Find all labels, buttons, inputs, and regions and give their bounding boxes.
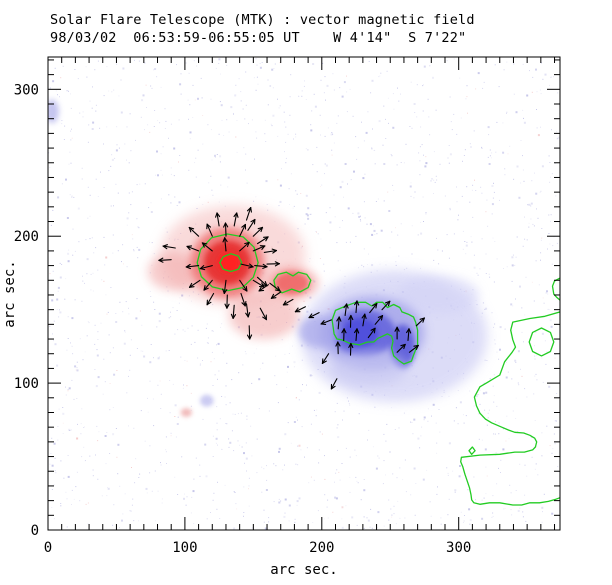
- y-tick-label: 200: [14, 229, 39, 245]
- y-tick-label: 100: [14, 376, 39, 392]
- x-tick-label: 300: [446, 540, 471, 556]
- x-tick-label: 0: [44, 540, 52, 556]
- y-tick-label: 300: [14, 82, 39, 98]
- x-tick-label: 100: [172, 540, 197, 556]
- y-axis-label: arc sec.: [2, 260, 18, 327]
- contour-lines: [196, 233, 560, 506]
- y-tick-label: 0: [31, 523, 39, 539]
- x-tick-label: 200: [309, 540, 334, 556]
- x-axis-label: arc sec.: [270, 562, 337, 578]
- polarity-blobs: [48, 99, 488, 417]
- tick-labels: 0 100 200 300 0 100 200 300: [14, 82, 472, 556]
- figure-title: Solar Flare Telescope (MTK) : vector mag…: [50, 12, 475, 28]
- vector-field: [158, 207, 425, 390]
- axis-ticks: [47, 56, 561, 531]
- plot-border: [47, 56, 561, 531]
- figure-subtitle: 98/03/02 06:53:59-06:55:05 UT W 4'14" S …: [50, 30, 467, 46]
